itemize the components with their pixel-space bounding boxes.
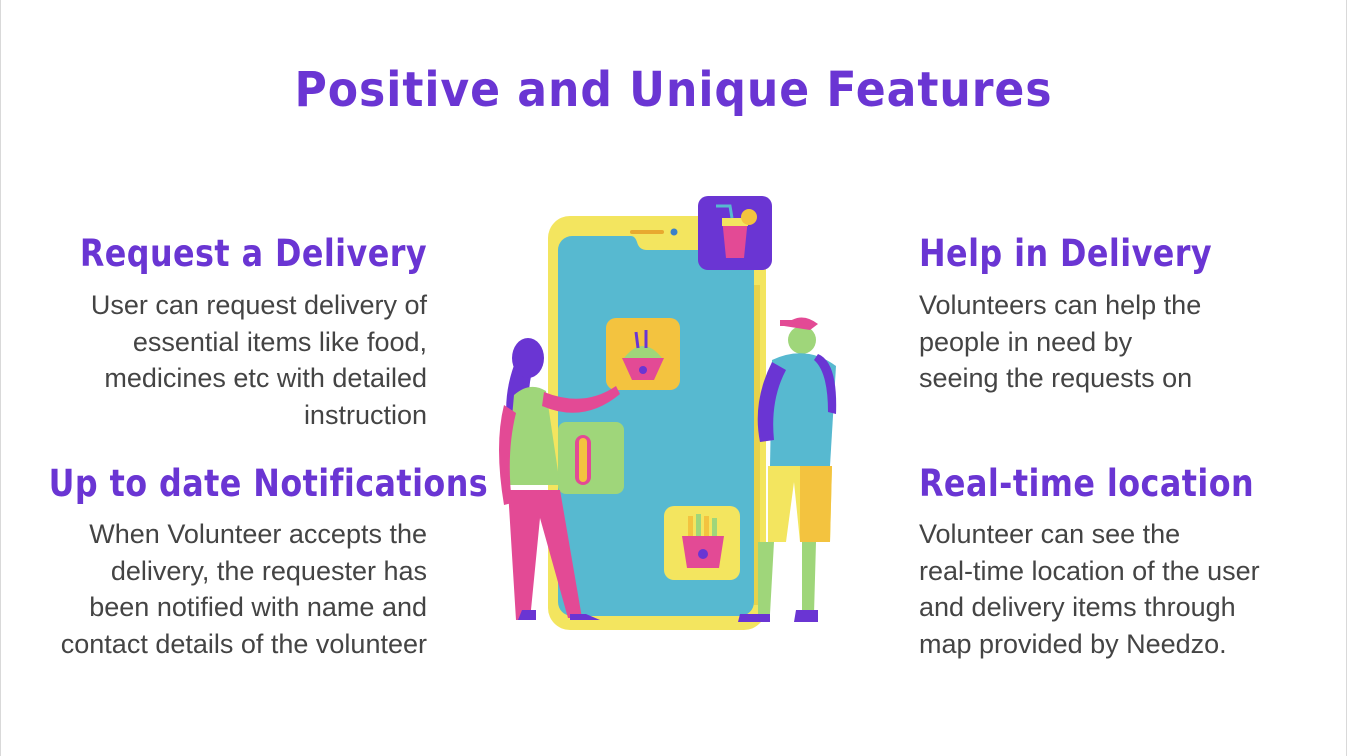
feature-heading: Request a Delivery	[79, 232, 428, 275]
text-line: essential items like food,	[132, 326, 427, 357]
text-line: instruction	[303, 399, 427, 430]
drink-icon	[698, 196, 772, 270]
feature-realtime-location: Real-time location Volunteer can see the…	[919, 462, 1339, 662]
text-line: When Volunteer accepts the	[89, 519, 427, 549]
text-line: been notified with name and	[89, 592, 427, 622]
feature-description: Volunteer can see the real-time location…	[919, 516, 1339, 662]
text-line: people in need by	[919, 326, 1133, 357]
text-line: contact details of the volunteer	[60, 628, 427, 659]
feature-heading: Up to date Notifications	[48, 462, 489, 505]
text-line: map provided by Needzo.	[919, 628, 1227, 659]
text-line: User can request delivery of	[90, 290, 427, 320]
text-line: real-time location of the user	[919, 555, 1260, 586]
feature-heading: Real-time location	[919, 462, 1255, 505]
feature-help-delivery: Help in Delivery Volunteers can help the…	[919, 232, 1339, 397]
feature-description: When Volunteer accepts the delivery, the…	[0, 516, 427, 662]
feature-request-delivery: Request a Delivery User can request deli…	[0, 232, 427, 433]
hotdog-icon	[558, 422, 624, 494]
woman-figure	[499, 338, 620, 620]
text-line: medicines etc with detailed	[104, 363, 427, 393]
feature-heading: Help in Delivery	[919, 232, 1213, 275]
page-title: Positive and Unique Features	[294, 62, 1053, 118]
delivery-app-illustration	[499, 196, 837, 630]
feature-description: Volunteers can help the people in need b…	[919, 287, 1339, 397]
text-line: seeing the requests on	[919, 363, 1193, 393]
fries-icon	[664, 506, 740, 580]
text-line: Volunteer can see the	[919, 519, 1181, 549]
man-figure	[738, 317, 837, 622]
noodle-box-icon	[606, 318, 680, 390]
feature-description: User can request delivery of essential i…	[0, 287, 427, 433]
feature-notifications: Up to date Notifications When Volunteer …	[0, 462, 489, 662]
text-line: and delivery items through	[919, 592, 1236, 622]
text-line: Volunteers can help the	[919, 290, 1202, 320]
text-line: delivery, the requester has	[110, 555, 427, 586]
